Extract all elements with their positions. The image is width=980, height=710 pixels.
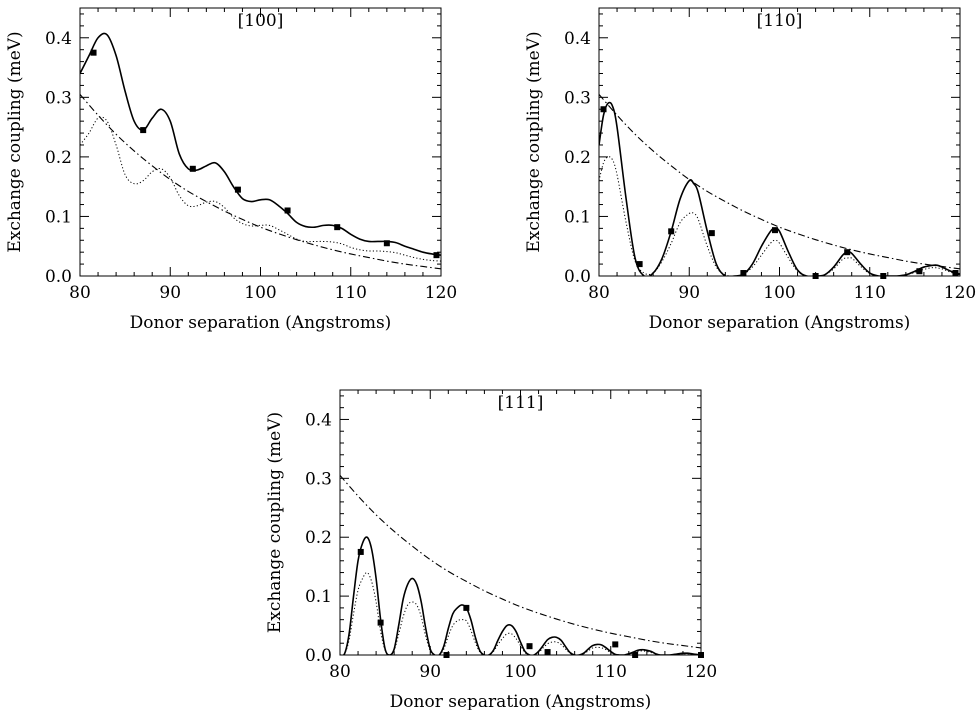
x-tick-label: 100 <box>763 283 795 303</box>
y-tick-label: 0.3 <box>305 469 332 489</box>
x-tick-label: 120 <box>425 283 457 303</box>
data-point-marker <box>612 641 619 648</box>
data-point-marker <box>377 619 384 626</box>
panel-100: 80 90 100 110 120 0.0 0.1 0.2 0.3 0.4 Donor separa… <box>5 7 457 333</box>
plot-frame <box>79 7 442 277</box>
y-tick-label: 0.3 <box>564 88 591 108</box>
y-tick-label: 0.0 <box>564 267 591 287</box>
data-layer <box>599 93 960 276</box>
data-point-marker <box>334 224 341 231</box>
y-tick-label: 0.1 <box>305 587 332 607</box>
data-point-marker <box>284 207 291 214</box>
y-tick-label: 0.1 <box>45 207 72 227</box>
data-point-marker <box>708 230 715 237</box>
series-line-dotted <box>599 156 960 276</box>
x-tick-label: 110 <box>854 283 886 303</box>
data-point-marker <box>463 604 470 611</box>
y-axis-label: Exchange coupling (meV) <box>5 31 25 252</box>
y-tick-label: 0.0 <box>305 646 332 666</box>
data-point-marker <box>636 261 643 268</box>
series-line-dotted <box>80 116 441 262</box>
data-point-marker <box>880 273 887 279</box>
y-tick-label: 0.2 <box>305 528 332 548</box>
data-point-marker <box>526 643 533 650</box>
data-point-marker <box>140 127 147 134</box>
y-tick-label: 0.4 <box>305 410 332 430</box>
plot-frame <box>598 7 961 277</box>
data-point-marker <box>698 652 704 658</box>
data-point-marker <box>234 186 241 193</box>
data-point-marker <box>383 240 390 247</box>
y-tick-label: 0.4 <box>564 29 591 49</box>
data-point-marker <box>90 49 97 56</box>
data-point-marker <box>632 652 639 658</box>
data-point-marker <box>668 228 675 235</box>
series-line-solid <box>340 536 701 655</box>
x-tick-label: 90 <box>159 283 181 303</box>
x-tick-label: 80 <box>69 283 91 303</box>
panel-title: [110] <box>757 11 803 31</box>
y-tick-label: 0.3 <box>45 88 72 108</box>
x-axis-label: Donor separation (Angstroms) <box>649 313 911 333</box>
data-point-marker <box>812 273 819 279</box>
x-tick-label: 80 <box>588 283 610 303</box>
data-point-marker <box>433 252 440 259</box>
data-point-marker <box>443 652 450 658</box>
data-point-marker <box>189 165 196 172</box>
x-tick-label: 90 <box>419 662 441 682</box>
x-tick-label: 110 <box>595 662 627 682</box>
data-layer <box>340 475 701 655</box>
x-tick-label: 100 <box>244 283 276 303</box>
panel-title: [100] <box>238 11 284 31</box>
x-axis-label: Donor separation (Angstroms) <box>130 313 392 333</box>
data-point-marker <box>544 649 551 656</box>
data-point-marker <box>916 268 923 275</box>
x-tick-label: 110 <box>335 283 367 303</box>
plot-frame <box>339 389 702 656</box>
data-point-marker <box>600 106 607 113</box>
x-tick-label: 100 <box>504 662 536 682</box>
panel-110: 80 90 100 110 120 0.0 0.1 0.2 0.3 0.4 Donor separa… <box>524 7 976 333</box>
y-tick-label: 0.2 <box>45 148 72 168</box>
x-tick-label: 120 <box>944 283 976 303</box>
x-tick-label: 120 <box>685 662 717 682</box>
x-axis-label: Donor separation (Angstroms) <box>390 692 652 710</box>
y-tick-label: 0.0 <box>45 267 72 287</box>
y-axis-label: Exchange coupling (meV) <box>265 412 285 633</box>
x-tick-label: 90 <box>678 283 700 303</box>
y-axis-label: Exchange coupling (meV) <box>524 31 544 252</box>
series-line-dash-dot <box>599 93 960 270</box>
y-tick-label: 0.1 <box>564 207 591 227</box>
series-line-solid <box>599 101 960 276</box>
series-line-solid <box>80 32 441 256</box>
data-point-marker <box>952 270 959 277</box>
data-layer <box>80 32 441 270</box>
y-tick-label: 0.4 <box>45 29 72 49</box>
x-tick-label: 80 <box>329 662 351 682</box>
data-point-marker <box>844 249 851 256</box>
panel-111: 80 90 100 110 120 0.0 0.1 0.2 0.3 0.4 Donor separa… <box>265 389 717 710</box>
series-line-dash-dot <box>80 93 441 270</box>
panel-title: [111] <box>498 393 544 413</box>
data-point-marker <box>771 227 778 234</box>
series-line-dotted <box>340 572 701 655</box>
series-line-dash-dot <box>340 475 701 649</box>
data-point-marker <box>740 270 747 277</box>
y-tick-label: 0.2 <box>564 148 591 168</box>
data-point-marker <box>357 548 364 555</box>
